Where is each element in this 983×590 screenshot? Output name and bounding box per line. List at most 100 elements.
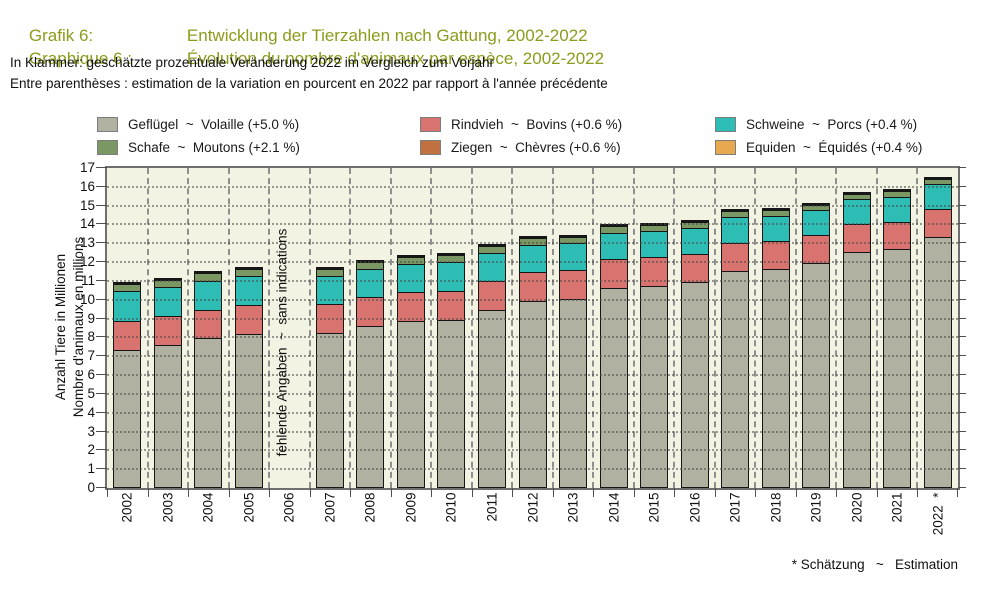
schweine-swatch-icon <box>715 116 736 132</box>
y-tick-mark-right <box>958 279 966 281</box>
y-tick-mark <box>96 242 107 244</box>
x-tick-label-2011: 2011 <box>484 492 500 522</box>
bar-segment-2010-2 <box>437 261 466 292</box>
title-de: Grafik 6: Entwicklung der Tierzahlen nach… <box>10 6 588 66</box>
vertical-gridline <box>592 168 595 488</box>
bar-segment-2014-0 <box>599 287 628 488</box>
x-tick-mark <box>147 488 149 497</box>
vertical-gridline <box>794 168 797 488</box>
y-tick-mark-right <box>958 355 966 357</box>
bar-segment-2008-0 <box>356 326 385 488</box>
bar-segment-2012-2 <box>518 244 547 274</box>
x-tick-mark <box>714 488 716 497</box>
bar-segment-2018-2 <box>761 215 790 242</box>
bar-segment-2008-2 <box>356 269 385 299</box>
vertical-gridline <box>713 168 716 488</box>
x-tick-label-2002: 2002 <box>119 492 135 523</box>
y-tick-label: 0 <box>87 480 95 495</box>
bar-2021 <box>883 189 912 488</box>
x-tick-mark <box>431 488 433 497</box>
x-tick-label-2005: 2005 <box>241 492 257 523</box>
legend-label: Ziegen ~ Chèvres (+0.6 %) <box>451 139 621 155</box>
legend-item-gefluegel: Geflügel ~ Volaille (+5.0 %) <box>97 115 420 133</box>
x-tick-mark <box>795 488 797 497</box>
vertical-gridline <box>673 168 676 488</box>
vertical-gridline <box>916 168 919 488</box>
y-tick-mark-right <box>958 392 966 394</box>
bar-segment-2011-2 <box>477 252 506 283</box>
y-tick-mark-right <box>958 411 966 413</box>
title-de-label: Grafik 6: <box>28 26 94 45</box>
x-tick-label-2007: 2007 <box>322 492 338 523</box>
y-tick-mark-right <box>958 261 966 263</box>
y-tick-mark <box>96 374 107 376</box>
horizontal-gridline <box>107 298 958 301</box>
horizontal-gridline <box>107 430 958 433</box>
bar-segment-2008-1 <box>356 297 385 328</box>
vertical-gridline <box>551 168 554 488</box>
horizontal-gridline <box>107 468 958 471</box>
legend-item-ziegen: Ziegen ~ Chèvres (+0.6 %) <box>420 138 715 156</box>
y-tick-mark <box>96 223 107 225</box>
x-tick-label-2009: 2009 <box>403 492 419 523</box>
bar-segment-2009-2 <box>396 264 425 294</box>
x-tick-mark <box>876 488 878 497</box>
horizontal-gridline <box>107 185 958 188</box>
x-tick-mark <box>755 488 757 497</box>
bar-2003 <box>153 277 182 488</box>
title-de-text: Entwicklung der Tierzahlen nach Gattung,… <box>186 26 588 45</box>
y-axis-title-fr: Nombre d'animaux en millions <box>71 236 86 418</box>
rindvieh-swatch-icon <box>420 116 441 132</box>
bar-segment-2016-2 <box>680 228 709 255</box>
vertical-gridline <box>349 168 352 488</box>
bar-segment-2012-1 <box>518 272 547 302</box>
vertical-gridline <box>835 168 838 488</box>
horizontal-gridline <box>107 242 958 245</box>
y-tick-label: 4 <box>87 404 95 420</box>
x-tick-label-2008: 2008 <box>362 492 378 523</box>
x-tick-mark <box>309 488 311 497</box>
bar-segment-2010-1 <box>437 290 466 321</box>
y-tick-mark-right <box>958 374 966 376</box>
vertical-gridline <box>470 168 473 488</box>
x-tick-mark <box>593 488 595 497</box>
y-tick-mark <box>96 261 107 263</box>
x-tick-label-2020: 2020 <box>849 492 865 523</box>
y-tick-mark-right <box>958 242 966 244</box>
horizontal-gridline <box>107 355 958 358</box>
bar-segment-2002-2 <box>113 291 142 322</box>
bar-segment-2020-0 <box>842 251 871 488</box>
y-tick-mark <box>96 355 107 357</box>
y-tick-label: 12 <box>79 254 95 270</box>
y-tick-label: 13 <box>79 235 95 251</box>
bar-segment-2004-2 <box>194 280 223 311</box>
y-tick-label: 9 <box>87 310 95 326</box>
x-tick-label-2016: 2016 <box>687 492 703 523</box>
y-tick-label: 7 <box>87 348 95 364</box>
y-tick-mark-right <box>958 223 966 225</box>
y-axis-title-de: Anzahl Tiere in Millionen <box>53 253 68 401</box>
bar-segment-2009-0 <box>396 321 425 488</box>
bar-segment-2019-1 <box>802 235 831 265</box>
y-tick-mark-right <box>958 336 966 338</box>
legend-item-equiden: Equiden ~ Équidés (+0.4 %) <box>715 138 922 156</box>
bar-segment-2005-0 <box>234 333 263 488</box>
title-fr: Graphique 6 : Évolution du nombre d'anima… <box>10 29 604 89</box>
legend: Geflügel ~ Volaille (+5.0 %) Rindvieh ~ … <box>97 115 922 156</box>
y-tick-mark <box>96 167 107 168</box>
x-tick-label-2019: 2019 <box>808 492 824 523</box>
missing-data-note: fehlende Angaben ~ sans indications <box>274 228 290 457</box>
bar-2018 <box>761 207 790 488</box>
y-tick-mark-right <box>958 317 966 319</box>
legend-item-rindvieh: Rindvieh ~ Bovins (+0.6 %) <box>420 115 715 133</box>
bar-segment-2011-0 <box>477 310 506 488</box>
horizontal-gridline <box>107 374 958 377</box>
horizontal-gridline <box>107 336 958 339</box>
horizontal-gridline <box>107 279 958 282</box>
bar-2016 <box>680 220 709 488</box>
legend-label: Rindvieh ~ Bovins (+0.6 %) <box>451 116 623 132</box>
horizontal-gridline <box>107 449 958 452</box>
vertical-gridline <box>227 168 230 488</box>
bar-segment-2010-0 <box>437 319 466 488</box>
bar-segment-2014-1 <box>599 259 628 289</box>
